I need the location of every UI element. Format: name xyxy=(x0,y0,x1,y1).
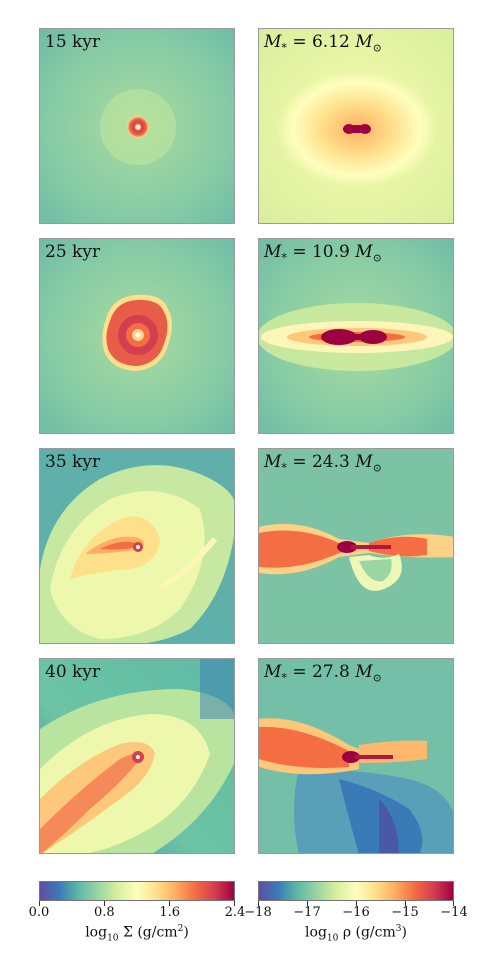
colorbar-tick-mark xyxy=(404,901,406,906)
surface-density-map-3 xyxy=(40,449,234,643)
colorbar-tick-mark xyxy=(169,901,171,906)
time-label-2: 25 kyr xyxy=(45,242,101,262)
colorbar-tick-mark xyxy=(234,901,235,906)
volume-density-colorbar xyxy=(258,881,454,901)
volume-density-panel-4: M* = 27.8 M⊙ xyxy=(258,658,454,854)
volume-density-panel-3: M* = 24.3 M⊙ xyxy=(258,448,454,644)
colorbar-tick-label: −16 xyxy=(342,905,370,920)
colorbar-tick-label: 0.8 xyxy=(93,905,115,920)
colorbar-tick-label: 1.6 xyxy=(159,905,180,920)
colorbar-tick-label: 2.4 xyxy=(224,905,246,920)
colorbar-tick-label: −18 xyxy=(244,905,272,920)
colorbar-tick-label: 0.0 xyxy=(28,905,50,920)
colorbar-tick-mark xyxy=(355,901,357,906)
colorbar-tick-mark xyxy=(258,901,259,906)
colorbar-tick-mark xyxy=(103,901,105,906)
colorbar-tick-label: −15 xyxy=(391,905,419,920)
volume-density-map-1 xyxy=(259,29,453,223)
volume-density-map-2 xyxy=(259,239,453,433)
colorbar-tick-mark xyxy=(453,901,454,906)
stellar-mass-label-3: M* = 24.3 M⊙ xyxy=(264,452,382,475)
surface-density-panel-4: 40 kyr xyxy=(39,658,235,854)
colorbar-tick-mark xyxy=(306,901,308,906)
volume-density-map-4 xyxy=(259,659,453,853)
time-label-3: 35 kyr xyxy=(45,452,101,472)
surface-density-panel-1: 15 kyr xyxy=(39,28,235,224)
surface-density-map-1 xyxy=(40,29,234,223)
time-label-4: 40 kyr xyxy=(45,662,101,682)
stellar-mass-label-1: M* = 6.12 M⊙ xyxy=(264,32,382,55)
colorbar-tick-mark xyxy=(39,901,40,906)
surface-density-panel-2: 25 kyr xyxy=(39,238,235,434)
stellar-mass-label-2: M* = 10.9 M⊙ xyxy=(264,242,382,265)
volume-density-colorbar-label: log10 ρ (g/cm3) xyxy=(305,924,407,944)
colorbar-tick-label: −14 xyxy=(440,905,468,920)
surface-density-map-2 xyxy=(40,239,234,433)
volume-density-panel-2: M* = 10.9 M⊙ xyxy=(258,238,454,434)
surface-density-map-4 xyxy=(40,659,234,853)
surface-density-panel-3: 35 kyr xyxy=(39,448,235,644)
volume-density-panel-1: M* = 6.12 M⊙ xyxy=(258,28,454,224)
surface-density-colorbar-label: log10 Σ (g/cm2) xyxy=(85,924,189,944)
colorbar-tick-label: −17 xyxy=(293,905,321,920)
stellar-mass-label-4: M* = 27.8 M⊙ xyxy=(264,662,382,685)
surface-density-colorbar xyxy=(39,881,235,901)
volume-density-map-3 xyxy=(259,449,453,643)
time-label-1: 15 kyr xyxy=(45,32,101,52)
